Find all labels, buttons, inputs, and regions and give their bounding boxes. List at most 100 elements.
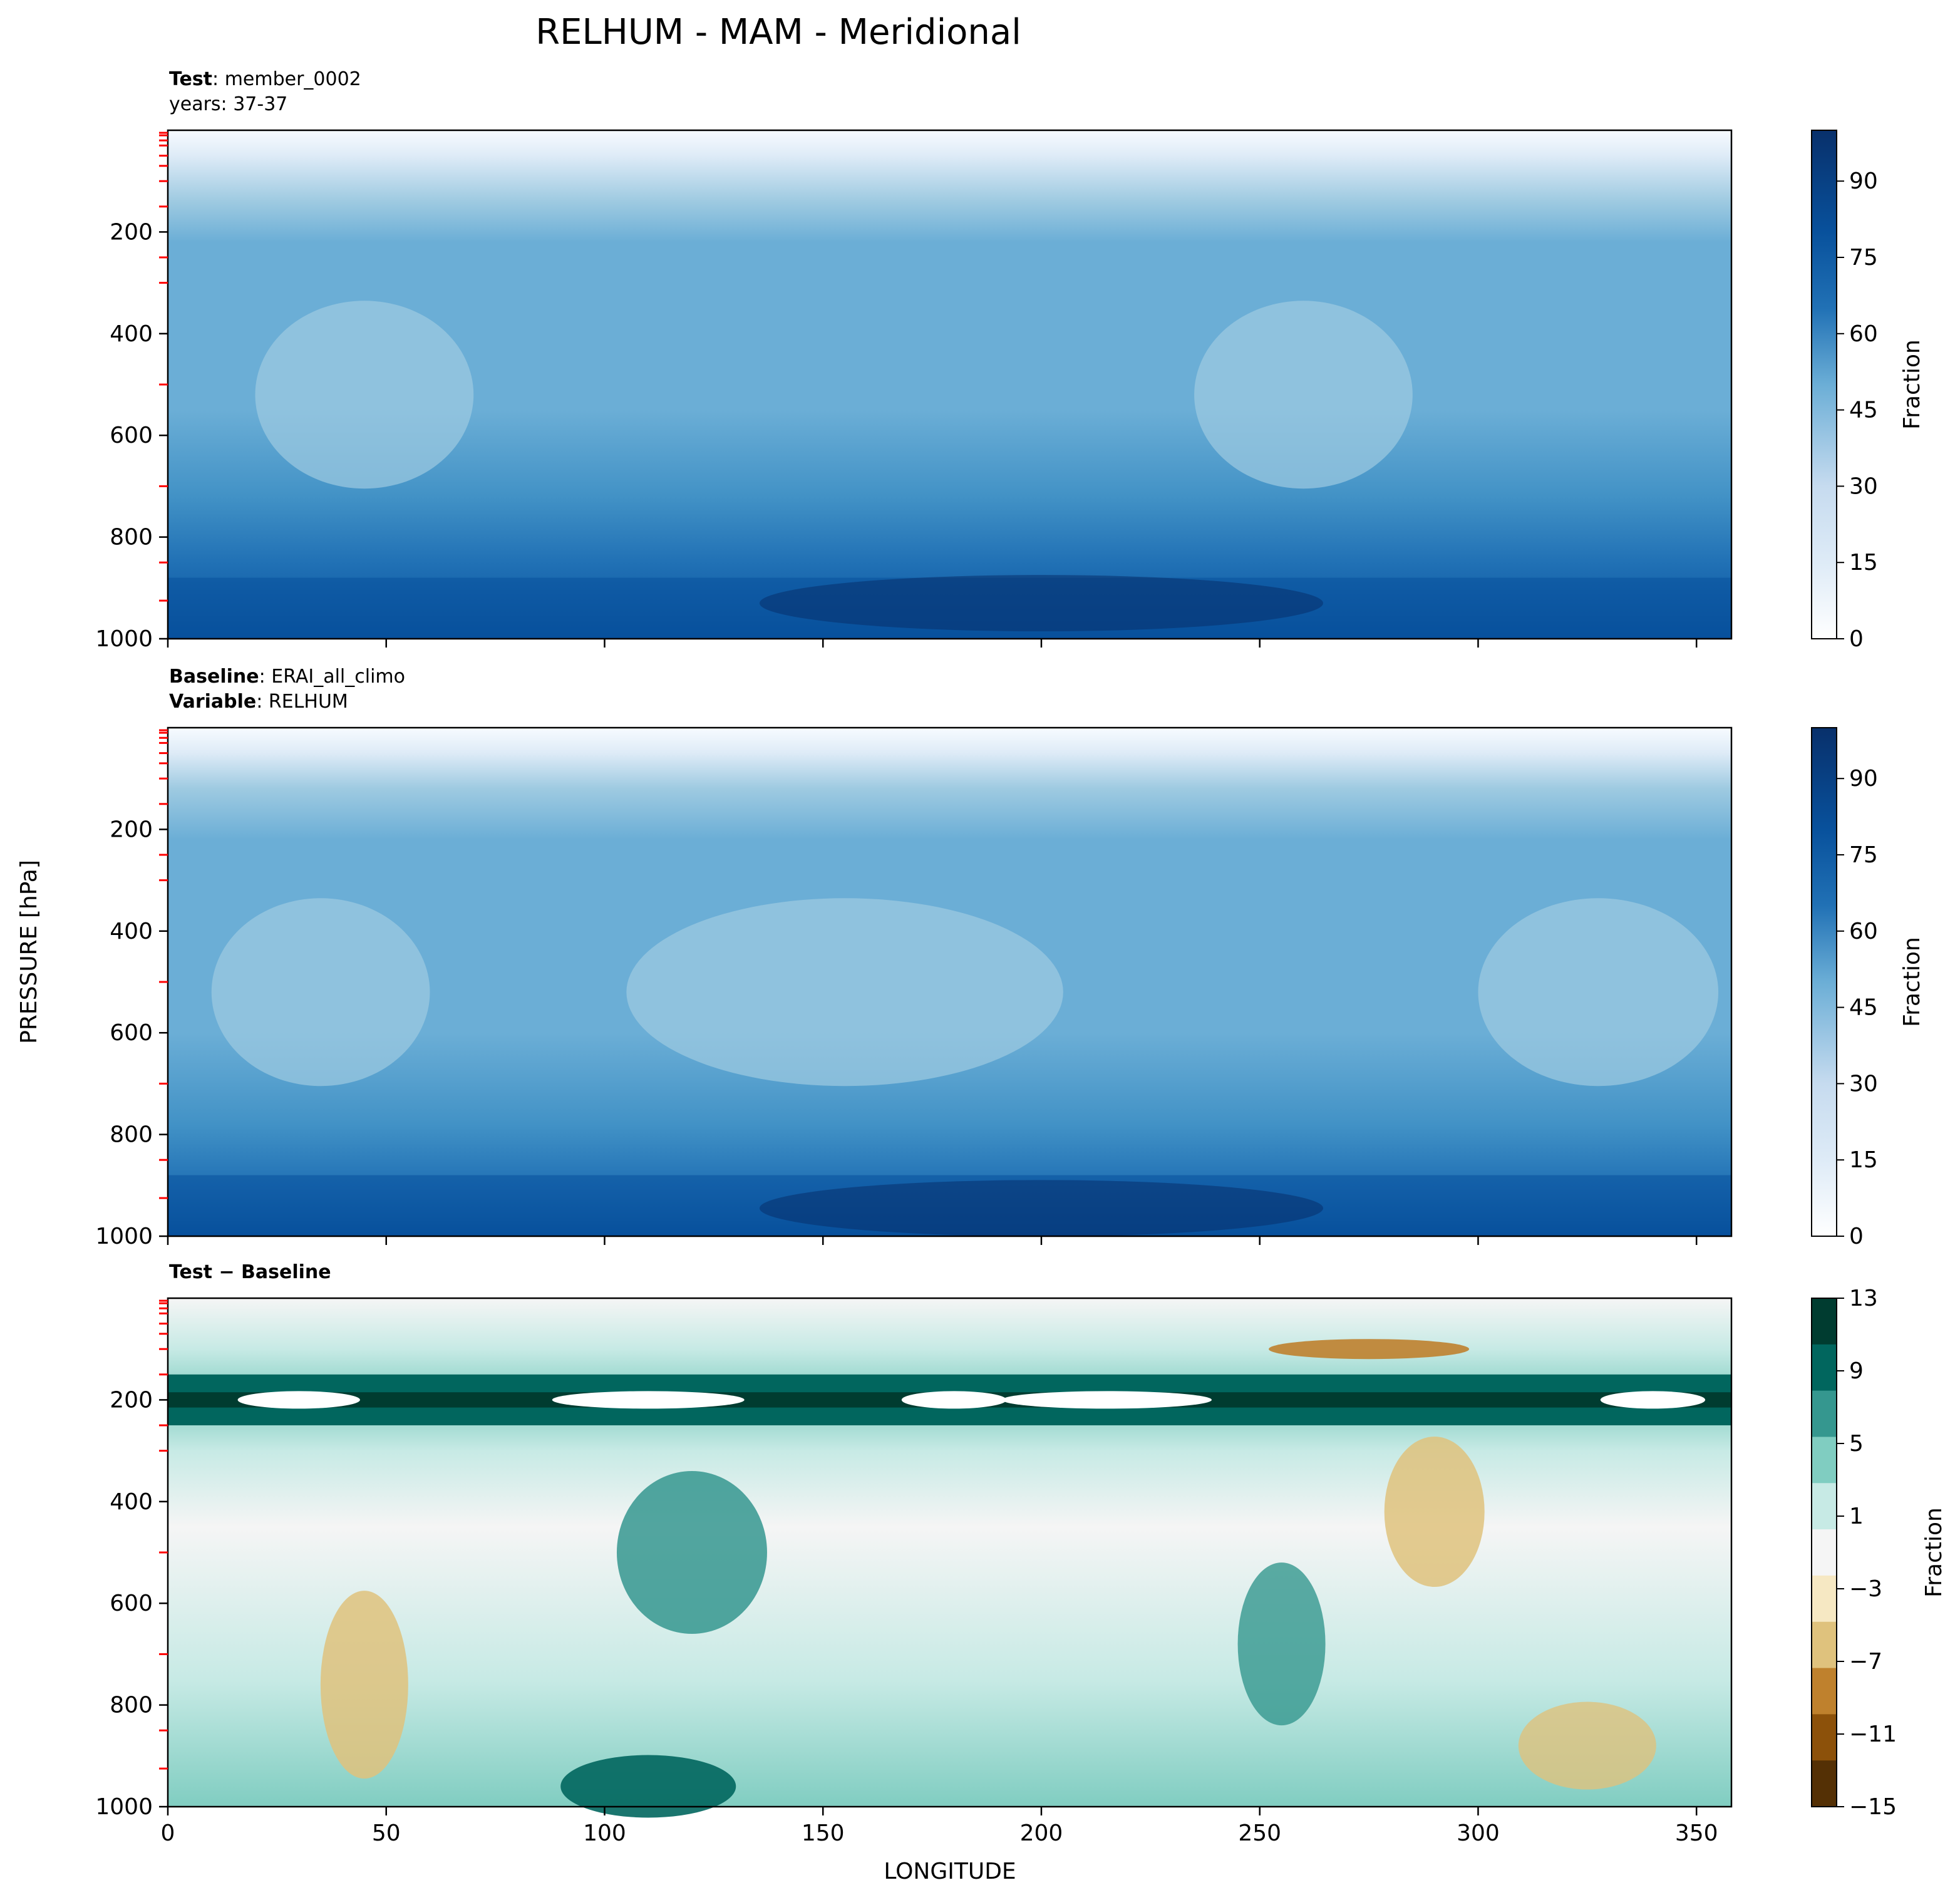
colorbar-level bbox=[1812, 1344, 1837, 1391]
colorbar-level bbox=[1812, 1575, 1837, 1623]
panel-header-label: Test bbox=[169, 68, 212, 90]
panel-header-value: ERAI_all_climo bbox=[271, 666, 405, 688]
x-tick-label: 0 bbox=[161, 1820, 175, 1846]
colorbar-tick-label: 13 bbox=[1849, 1286, 1878, 1311]
panel-header-sep: : bbox=[259, 666, 272, 688]
y-tick-label: 600 bbox=[110, 423, 153, 448]
colorbar-tick-label: 5 bbox=[1849, 1431, 1864, 1457]
colorbar-tick-label: −7 bbox=[1849, 1649, 1882, 1675]
diff-negative-upper-mid bbox=[1384, 1437, 1485, 1588]
colorbar-level bbox=[1812, 1483, 1837, 1530]
y-axis-label: PRESSURE [hPa] bbox=[16, 860, 42, 1044]
panel-header-label: Baseline bbox=[169, 666, 259, 688]
diff-positive-mid bbox=[616, 1471, 767, 1634]
x-tick-label: 200 bbox=[1020, 1820, 1063, 1846]
panel-header-line: Test − Baseline bbox=[169, 1261, 331, 1283]
y-tick-label: 200 bbox=[110, 817, 153, 842]
colorbar-tick-label: 30 bbox=[1849, 473, 1878, 499]
diff-max-hole bbox=[901, 1391, 1007, 1409]
panel-header-line: Baseline: ERAI_all_climo bbox=[169, 666, 405, 688]
diff-negative-mid bbox=[320, 1591, 408, 1779]
x-tick-label: 250 bbox=[1238, 1820, 1281, 1846]
diff-max-hole bbox=[1002, 1391, 1212, 1409]
y-tick-label: 200 bbox=[110, 219, 153, 245]
colorbar-label: Fraction bbox=[1921, 1507, 1947, 1598]
x-tick-label: 300 bbox=[1457, 1820, 1500, 1846]
colorbar-level bbox=[1812, 1621, 1837, 1669]
colorbar-level bbox=[1812, 1298, 1837, 1345]
colorbar-tick-label: 15 bbox=[1849, 550, 1878, 576]
y-tick-label: 600 bbox=[110, 1020, 153, 1046]
x-tick-label: 100 bbox=[583, 1820, 626, 1846]
colorbar-tick-label: 0 bbox=[1849, 626, 1864, 652]
colorbar-level bbox=[1812, 1668, 1837, 1715]
y-tick-label: 800 bbox=[110, 1693, 153, 1718]
panel-header-label: Test − Baseline bbox=[169, 1261, 331, 1283]
colorbar-tick-label: 45 bbox=[1849, 398, 1878, 423]
contour-dry-region bbox=[1478, 898, 1719, 1087]
x-tick-label: 350 bbox=[1675, 1820, 1718, 1846]
y-tick-label: 600 bbox=[110, 1591, 153, 1616]
contour-dry-region bbox=[211, 898, 430, 1087]
panel-diff: Test − Baseline 200 400 600 800 1000 0 50 100 150… bbox=[95, 1261, 1947, 1846]
diff-negative-upper bbox=[1269, 1339, 1470, 1360]
colorbar-tick-label: 45 bbox=[1849, 995, 1878, 1021]
colorbar: 13 9 5 1 −3 −7 −11 −15 Fraction bbox=[1811, 1286, 1947, 1820]
x-tick-label: 50 bbox=[372, 1820, 401, 1846]
y-tick-label: 400 bbox=[110, 321, 153, 347]
colorbar-tick-label: 0 bbox=[1849, 1224, 1864, 1249]
colorbar-tick-label: 90 bbox=[1849, 766, 1878, 792]
colorbar-level bbox=[1812, 1437, 1837, 1484]
y-tick-label: 1000 bbox=[95, 626, 153, 652]
colorbar-level bbox=[1812, 1529, 1837, 1576]
y-tick-label: 1000 bbox=[95, 1794, 153, 1820]
panel-baseline: Baseline: ERAI_all_climo Variable: RELHUM… bbox=[95, 666, 1925, 1249]
colorbar-tick-label: −15 bbox=[1849, 1794, 1897, 1820]
colorbar: 0 15 30 45 60 75 90 Fraction bbox=[1811, 727, 1925, 1249]
colorbar-tick-label: −11 bbox=[1849, 1722, 1897, 1747]
panel-header-sep: : bbox=[212, 68, 225, 90]
colorbar-level bbox=[1812, 1760, 1837, 1807]
colorbar-frame bbox=[1811, 1298, 1837, 1807]
colorbar-tick-label: 60 bbox=[1849, 321, 1878, 347]
contour-dry-region bbox=[1194, 301, 1413, 489]
panel-header-label: Variable bbox=[169, 691, 256, 713]
diff-positive-mid-2 bbox=[1237, 1562, 1326, 1726]
diff-positive-low bbox=[560, 1755, 736, 1818]
colorbar-gradient bbox=[1811, 130, 1837, 639]
diff-max-hole bbox=[237, 1391, 360, 1409]
colorbar-tick-label: 1 bbox=[1849, 1504, 1864, 1529]
diff-max-hole bbox=[1600, 1391, 1706, 1409]
diff-negative-low bbox=[1518, 1701, 1656, 1790]
colorbar-label: Fraction bbox=[1899, 339, 1925, 430]
y-tick-label: 1000 bbox=[95, 1224, 153, 1249]
colorbar-tick-label: −3 bbox=[1849, 1576, 1882, 1602]
panel-header-line: years: 37-37 bbox=[169, 93, 287, 115]
y-tick-label: 200 bbox=[110, 1387, 153, 1413]
x-axis-label: LONGITUDE bbox=[884, 1859, 1016, 1884]
panel-header-line: Test: member_0002 bbox=[169, 68, 361, 90]
colorbar-label: Fraction bbox=[1899, 937, 1925, 1027]
colorbar-gradient bbox=[1811, 727, 1837, 1237]
colorbar-tick-label: 60 bbox=[1849, 919, 1878, 944]
colorbar-level bbox=[1812, 1390, 1837, 1437]
panel-header-line: Variable: RELHUM bbox=[169, 691, 348, 713]
colorbar-level bbox=[1812, 1714, 1837, 1761]
colorbar-tick-label: 30 bbox=[1849, 1071, 1878, 1097]
colorbar-tick-label: 15 bbox=[1849, 1147, 1878, 1173]
y-tick-label: 400 bbox=[110, 1489, 153, 1515]
figure-title: RELHUM - MAM - Meridional bbox=[535, 12, 1021, 53]
colorbar-tick-label: 90 bbox=[1849, 168, 1878, 194]
y-tick-label: 400 bbox=[110, 919, 153, 944]
y-tick-label: 800 bbox=[110, 1122, 153, 1148]
colorbar-tick-label: 75 bbox=[1849, 842, 1878, 868]
x-tick-label: 150 bbox=[802, 1820, 845, 1846]
contour-dry-region bbox=[626, 898, 1063, 1087]
diff-max-hole bbox=[552, 1391, 745, 1409]
panel-header-sep: : bbox=[256, 691, 269, 713]
colorbar-tick-label: 9 bbox=[1849, 1358, 1864, 1384]
panel-header-value: RELHUM bbox=[269, 691, 348, 713]
panel-header-value: member_0002 bbox=[225, 68, 361, 90]
